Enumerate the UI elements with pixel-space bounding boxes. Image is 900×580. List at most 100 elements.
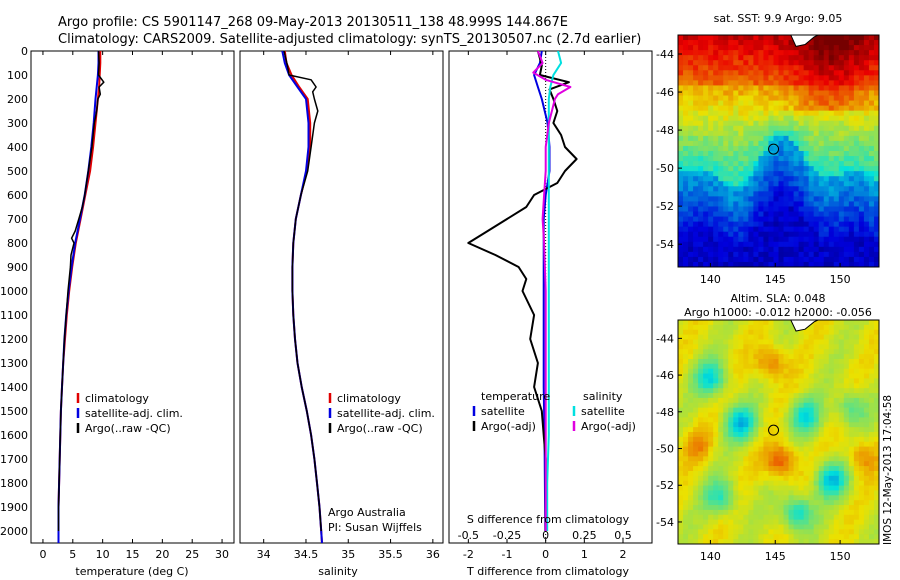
map-cell: [763, 181, 770, 187]
map-cell: [873, 100, 879, 107]
map-cell: [838, 427, 845, 433]
map-cell: [793, 422, 800, 428]
map-cell: [868, 166, 875, 172]
map-cell: [803, 446, 810, 453]
map-cell: [713, 166, 719, 172]
map-cell: [693, 226, 699, 233]
map-cell: [743, 451, 749, 457]
map-cell: [843, 324, 850, 331]
map-cell: [718, 256, 724, 263]
map-cell: [773, 226, 780, 233]
map-cell: [738, 388, 744, 394]
map-cell: [863, 324, 870, 331]
map-cell: [813, 236, 820, 243]
map-cell: [753, 151, 760, 157]
map-cell: [808, 95, 815, 102]
map-cell: [848, 427, 855, 433]
map-cell: [733, 226, 739, 233]
map-cell: [813, 40, 820, 46]
map-cell: [688, 145, 694, 152]
map-cell: [798, 65, 805, 71]
map-cell: [688, 480, 694, 487]
map-cell: [683, 436, 689, 443]
map-cell: [838, 130, 845, 137]
map-cell: [853, 349, 860, 355]
map-cell: [708, 417, 714, 423]
map-cell: [753, 261, 760, 267]
map-cell: [868, 241, 875, 248]
map-cell: [803, 226, 810, 233]
map-cell: [808, 90, 815, 97]
map-cell: [858, 181, 865, 187]
map-cell: [678, 191, 684, 197]
map-cell: [873, 125, 879, 132]
map-cell: [753, 393, 760, 399]
map-cell: [708, 105, 714, 112]
map-cell: [693, 246, 699, 253]
map-y-tick-label: -44: [656, 48, 674, 61]
map-cell: [688, 65, 694, 71]
map-cell: [703, 393, 709, 399]
map-cell: [788, 383, 795, 389]
map-cell: [863, 241, 870, 248]
map-cell: [688, 534, 694, 540]
map-cell: [773, 166, 780, 172]
map-cell: [793, 519, 800, 526]
map-cell: [703, 412, 709, 418]
map-cell: [713, 475, 719, 482]
map-cell: [738, 151, 744, 157]
map-cell: [848, 226, 855, 233]
map-cell: [808, 110, 815, 117]
map-cell: [768, 470, 775, 477]
map-cell: [863, 60, 870, 66]
map-cell: [873, 95, 879, 102]
map-cell: [783, 480, 790, 487]
map-cell: [823, 393, 830, 399]
map-cell: [803, 166, 810, 172]
map-cell: [728, 211, 734, 218]
map-cell: [753, 186, 760, 192]
map-cell: [808, 156, 815, 162]
map-cell: [843, 485, 850, 492]
map-cell: [768, 105, 775, 112]
map-cell: [763, 397, 770, 404]
map-cell: [693, 100, 699, 107]
sst-map-title: sat. SST: 9.9 Argo: 9.05: [714, 12, 843, 25]
map-cell: [683, 181, 689, 187]
depth-tick-labels: 0100200300400500600700800900100011001200…: [0, 45, 652, 538]
map-cell: [833, 176, 840, 182]
map-cell: [723, 151, 729, 157]
map-cell: [818, 320, 825, 326]
map-cell: [788, 461, 795, 467]
map-cell: [688, 140, 694, 147]
map-cell: [868, 402, 875, 409]
map-cell: [863, 320, 870, 326]
map-cell: [688, 130, 694, 137]
map-cell: [868, 466, 875, 472]
map-cell: [743, 378, 749, 384]
map-cell: [873, 60, 879, 66]
map-cell: [723, 402, 729, 409]
map-cell: [828, 231, 835, 238]
map-cell: [678, 90, 684, 97]
map-cell: [783, 393, 790, 399]
map-cell: [758, 181, 765, 187]
map-cell: [728, 226, 734, 233]
map-cell: [768, 505, 775, 511]
map-cell: [698, 65, 704, 71]
map-cell: [698, 176, 704, 182]
map-cell: [788, 130, 795, 137]
map-cell: [863, 186, 870, 192]
map-cell: [818, 407, 825, 414]
map-cell: [758, 451, 765, 457]
map-cell: [843, 505, 850, 511]
map-cell: [843, 120, 850, 127]
map-cell: [713, 85, 719, 92]
map-cell: [678, 45, 684, 51]
map-cell: [793, 216, 800, 223]
map-cell: [753, 226, 760, 233]
map-cell: [853, 539, 860, 544]
map-cell: [813, 60, 820, 66]
map-cell: [683, 130, 689, 137]
map-cell: [838, 226, 845, 233]
